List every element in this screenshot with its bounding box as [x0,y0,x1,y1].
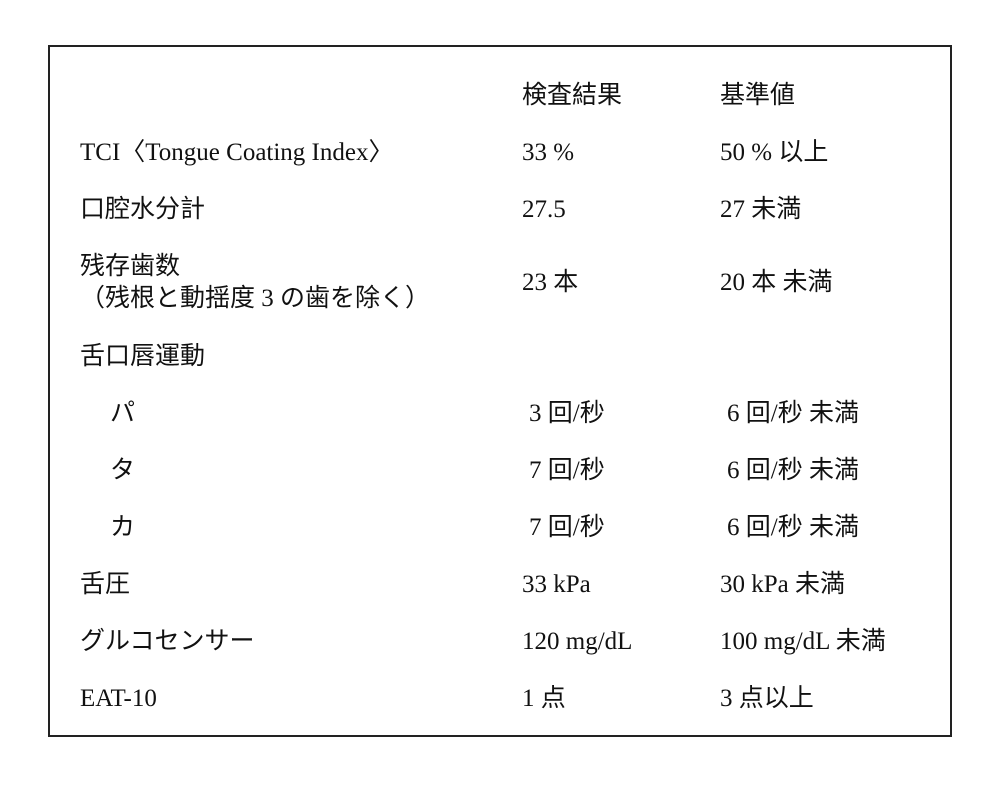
table-row: カ 7 回/秒 6 回/秒 未満 [50,499,950,556]
row-label: タ [110,442,135,499]
table-row: タ 7 回/秒 6 回/秒 未満 [50,442,950,499]
result-cell: 33 kPa [522,556,591,613]
table-row: 舌口唇運動 [50,328,950,385]
reference-cell: 6 回/秒 未満 [727,385,859,442]
result-cell: 7 回/秒 [529,499,605,556]
reference-cell: 100 mg/dL 未満 [720,613,886,670]
table: 検査結果 基準値 TCI〈Tongue Coating Index〉 33 % 50 %… [48,45,952,737]
result-text: 7 回/秒 [529,513,605,541]
table-row: 舌圧 33 kPa 30 kPa 未満 [50,556,950,613]
label-text: 舌口唇運動 [80,342,206,370]
reference-text: 6 回/秒 未満 [727,513,859,541]
result-text: 120 mg/dL [522,627,633,655]
result-text: 33 kPa [522,570,591,598]
table-row: TCI〈Tongue Coating Index〉 33 % 50 % 以上 [50,124,950,181]
reference-text: 27 未満 [720,195,802,223]
result-text: 7 回/秒 [529,456,605,484]
label-text: 舌圧 [80,570,131,598]
table-row: グルコセンサー 120 mg/dL 100 mg/dL 未満 [50,613,950,670]
result-cell: 1 点 [522,670,566,727]
row-label: パ [110,385,135,442]
reference-text: 基準値 [720,81,796,109]
result-text: 3 回/秒 [529,399,605,427]
row-label: 残存歯数 （残根と動揺度 3 の歯を除く） [80,238,430,328]
reference-cell: 20 本 未満 [720,238,833,328]
reference-cell: 6 回/秒 未満 [727,499,859,556]
result-cell: 120 mg/dL [522,613,632,670]
label-text: TCI〈Tongue Coating Index〉 [80,138,394,166]
row-label: EAT-10 [80,670,157,727]
row-label: 舌口唇運動 [80,328,205,385]
result-cell: 3 回/秒 [529,385,605,442]
reference-text: 6 回/秒 未満 [727,456,859,484]
reference-text: 20 本 未満 [720,269,833,296]
reference-cell: 6 回/秒 未満 [727,442,859,499]
label-text: カ [110,513,136,541]
label-text: グルコセンサー [80,627,255,655]
result-text: 33 % [522,138,575,166]
table-row: 残存歯数 （残根と動揺度 3 の歯を除く） 23 本 20 本 未満 [50,238,950,328]
result-text: 27.5 [522,195,566,223]
result-cell: 33 % [522,124,574,181]
result-cell: 7 回/秒 [529,442,605,499]
table-row: 検査結果 基準値 [50,67,950,124]
label-text: 残存歯数 [80,253,181,280]
reference-cell: 50 % 以上 [720,124,828,181]
result-cell: 検査結果 [522,67,622,124]
row-label: グルコセンサー [80,613,255,670]
result-cell: 23 本 [522,238,578,328]
reference-cell: 30 kPa 未満 [720,556,845,613]
reference-cell: 基準値 [720,67,795,124]
reference-cell: 27 未満 [720,181,801,238]
label-text: EAT-10 [80,684,157,712]
label-text: パ [110,399,136,427]
reference-text: 30 kPa 未満 [720,570,846,598]
row-label: 口腔水分計 [80,181,205,238]
reference-text: 3 点以上 [720,684,814,712]
table-row: 口腔水分計 27.5 27 未満 [50,181,950,238]
row-label: 舌圧 [80,556,130,613]
reference-text: 50 % 以上 [720,138,829,166]
row-label: カ [110,499,135,556]
label-text: 口腔水分計 [80,195,206,223]
row-label: TCI〈Tongue Coating Index〉 [80,124,393,181]
table-row: EAT-10 1 点 3 点以上 [50,670,950,727]
label-note: （残根と動揺度 3 の歯を除く） [80,285,431,312]
table-row: パ 3 回/秒 6 回/秒 未満 [50,385,950,442]
reference-text: 6 回/秒 未満 [727,399,859,427]
reference-text: 100 mg/dL 未満 [720,627,886,655]
result-cell: 27.5 [522,181,566,238]
result-text: 1 点 [522,684,566,712]
result-text: 検査結果 [522,81,623,109]
result-text: 23 本 [522,269,579,296]
label-text: タ [110,456,136,484]
reference-cell: 3 点以上 [720,670,814,727]
